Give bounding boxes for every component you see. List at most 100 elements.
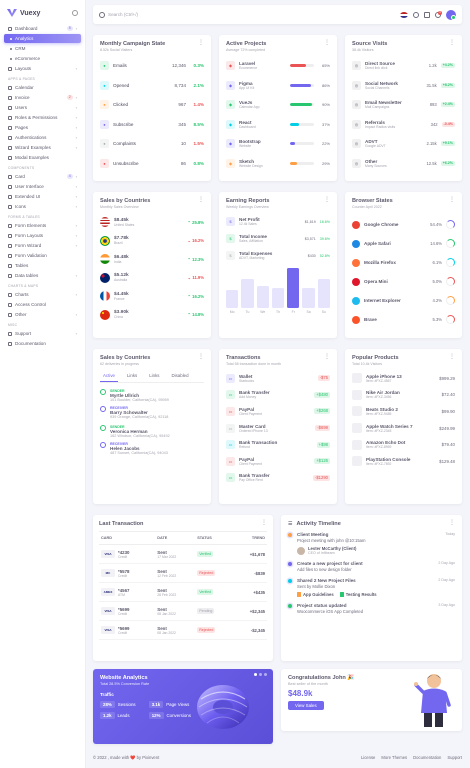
sidebar-item-documentation[interactable]: Documentation (4, 339, 81, 348)
footer-link-documentation[interactable]: Documentation (413, 755, 442, 760)
sidebar-item-crm[interactable]: CRM (4, 44, 81, 53)
country-name: United States (114, 222, 135, 227)
tab-links[interactable]: Links (149, 373, 160, 378)
timeline-body: Shared 2 New Project Files 2 Day Ago Sent … (297, 578, 455, 597)
list-item: ◎ Direct Source Direct link click 1.2k +4.2% (352, 56, 455, 76)
sidebar-item-access-control[interactable]: Access Control (4, 300, 81, 309)
earning-text: Net Profit 12.4k Sales (239, 217, 301, 226)
more-options-icon[interactable]: ⋮ (449, 40, 455, 46)
more-options-icon[interactable]: ⋮ (449, 197, 455, 203)
stat-label: Page Views (166, 702, 190, 707)
shortcuts-grid-icon[interactable] (424, 11, 430, 18)
user-avatar[interactable] (446, 9, 456, 20)
shipment-address: 162 Windsor, California(CA), 95492 (110, 434, 170, 438)
country-amount: $7.78k (114, 236, 129, 242)
footer-link-more-themes[interactable]: More Themes (381, 755, 408, 760)
more-options-icon[interactable]: ⋮ (198, 40, 204, 46)
tab-links[interactable]: Links (126, 373, 138, 378)
sidebar-item-icons[interactable]: Icons › (4, 202, 81, 211)
sidebar-item-ecommerce[interactable]: eCommerce (4, 54, 81, 63)
card-subtitle: Total 28.5% Conversion Rate (100, 682, 150, 686)
sidebar-item-other[interactable]: Other › (4, 310, 81, 319)
sidebar-item-modal-examples[interactable]: Modal Examples (4, 153, 81, 162)
projects-list: ◆ Laravel Ecommerce 65% ◆ Figma App UI Kit 86% ◆… (226, 56, 330, 173)
carousel-dot[interactable] (264, 673, 267, 676)
date-label: Sent (157, 606, 167, 612)
sidebar-item-calendar[interactable]: Calendar (4, 83, 81, 92)
card-number: *4567 (118, 587, 130, 593)
sidebar-item-form-wizard[interactable]: Form Wizard › (4, 241, 81, 250)
view-sales-button[interactable]: View Sales (288, 701, 324, 710)
more-options-icon[interactable]: ⋮ (324, 354, 330, 360)
sidebar-item-users[interactable]: Users › (4, 103, 81, 112)
search[interactable]: Search (Ctrl+/) (99, 11, 395, 18)
sidebar-item-extended-ui[interactable]: Extended UI › (4, 192, 81, 201)
timeline-files: App Guidelines Testing Results (297, 592, 455, 597)
sidebar-item-card[interactable]: Card 4 › (4, 172, 81, 181)
carousel-dot[interactable] (254, 673, 257, 676)
more-options-icon[interactable]: ⋮ (449, 520, 455, 526)
sidebar-item-authentications[interactable]: Authentications › (4, 133, 81, 142)
file-link[interactable]: Testing Results (339, 592, 377, 597)
carousel-indicators[interactable] (254, 673, 267, 676)
carousel-dot[interactable] (259, 673, 262, 676)
sidebar-item-label: Icons (15, 204, 26, 209)
more-options-icon[interactable]: ⋮ (324, 197, 330, 203)
more-options-icon[interactable]: ⋮ (324, 40, 330, 46)
sidebar-item-support[interactable]: Support › (4, 329, 81, 338)
tab-disabled[interactable]: Disabled (171, 373, 189, 378)
list-item: ◎ ADVT Google ADVT 2.15k +9.1% (352, 134, 455, 154)
table-row: VISA *5699 Credit Sent 08 Jan 2022 Pending +$2… (99, 601, 267, 621)
brand[interactable]: Vuexy (4, 6, 81, 20)
date-cell: Sent 17 Mar 2022 (155, 544, 196, 564)
chevron-right-icon: › (75, 145, 77, 150)
timeline-dot (288, 579, 292, 583)
sidebar-item-form-validation[interactable]: Form Validation (4, 251, 81, 260)
sidebar-item-user-interface[interactable]: User Interface › (4, 182, 81, 191)
date-value: 28 Feb 2022 (157, 592, 177, 597)
sidebar-item-wizard-examples[interactable]: Wizard Examples › (4, 143, 81, 152)
sidebar-item-label: User Interface (15, 184, 44, 189)
date-value: 17 Mar 2022 (157, 554, 177, 559)
file-link[interactable]: App Guidelines (297, 592, 334, 597)
tab-active[interactable]: Active (100, 371, 118, 382)
country-amount: $5.12k (114, 273, 129, 279)
earning-bar (226, 290, 239, 308)
earning-name: Total Income (239, 234, 267, 239)
progress-ring (446, 277, 455, 286)
search-input[interactable]: Search (Ctrl+/) (108, 12, 138, 17)
sidebar-item-form-layouts[interactable]: Form Layouts › (4, 231, 81, 240)
theme-toggle-icon[interactable] (413, 11, 419, 18)
product-text: Apple Watch Series 7 Item: #FXZ-2345 (366, 424, 435, 433)
sidebar-item-charts[interactable]: Charts › (4, 290, 81, 299)
sidebar-item-form-elements[interactable]: Form Elements › (4, 221, 81, 230)
external-link-icon: ◎ (352, 119, 361, 129)
laravel-icon: ◆ (226, 61, 235, 71)
sidebar-item-invoice[interactable]: Invoice 2 › (4, 93, 81, 102)
language-flag-icon[interactable] (400, 11, 408, 18)
country-percent: ⌃ 25.8% (187, 220, 204, 225)
sidebar-item-analytics[interactable]: Analytics (4, 34, 81, 43)
shipment-kind: RECEIVER (110, 442, 128, 446)
chevron-right-icon: › (75, 273, 77, 278)
notifications-bell-icon[interactable]: 4 (435, 10, 442, 18)
card-type: ATM (118, 592, 125, 597)
footer-link-support[interactable]: Support (447, 755, 462, 760)
sidebar-item-data-tables[interactable]: Data tables › (4, 271, 81, 280)
traffic-stat: 28% Sessions (100, 701, 145, 708)
sidebar-item-pages[interactable]: Pages › (4, 123, 81, 132)
sidebar-item-dashboard[interactable]: Dashboard 5 › (4, 24, 81, 33)
more-options-icon[interactable]: ⋮ (261, 520, 267, 526)
sidebar-item-roles-permissions[interactable]: Roles & Permissions › (4, 113, 81, 122)
sales-countries-card: Sales by Countries Monthly Sales Overview… (93, 192, 211, 338)
sidebar-toggle-icon[interactable] (72, 10, 78, 16)
product-price: $79.40 (441, 442, 455, 448)
more-options-icon[interactable]: ⋮ (198, 354, 204, 360)
transaction-name: Bank Transaction (239, 440, 278, 446)
search-icon (99, 11, 105, 18)
sidebar-item-layouts[interactable]: Layouts › (4, 64, 81, 73)
sidebar-item-tables[interactable]: Tables (4, 261, 81, 270)
more-options-icon[interactable]: ⋮ (198, 197, 204, 203)
more-options-icon[interactable]: ⋮ (449, 354, 455, 360)
footer-link-license[interactable]: License (360, 755, 376, 760)
